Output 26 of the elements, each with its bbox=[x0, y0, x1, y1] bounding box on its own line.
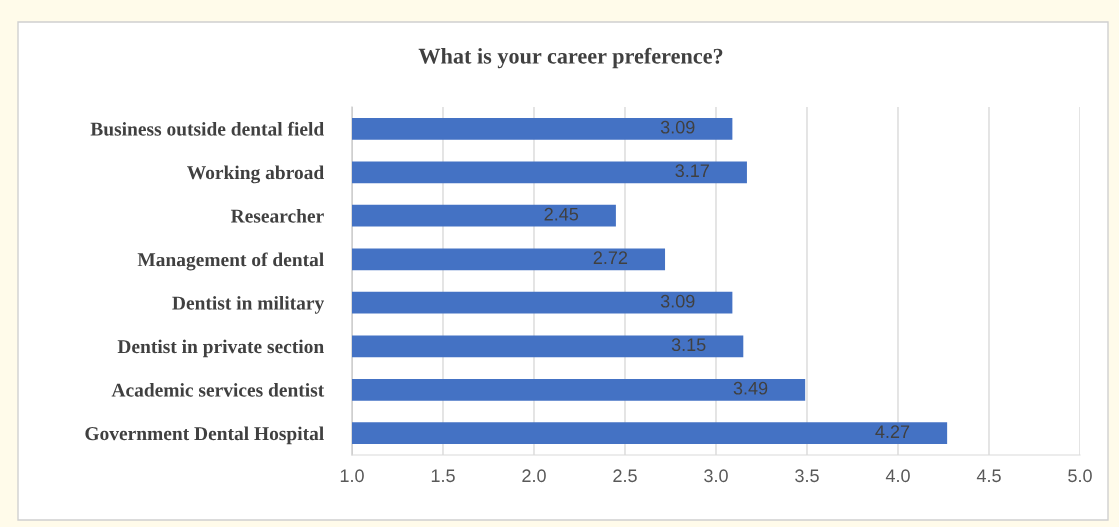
y-tick-label: Academic services dentist bbox=[111, 383, 325, 397]
data-label: 3.09 bbox=[660, 294, 695, 308]
x-tick-label: 3.5 bbox=[795, 469, 819, 483]
y-tick-label: Management of dental bbox=[137, 252, 324, 271]
x-tick-label: 1.5 bbox=[431, 469, 455, 483]
data-label: 2.72 bbox=[593, 251, 628, 264]
y-tick-label: Business outside dental field bbox=[90, 121, 325, 136]
x-tick-label: 2.5 bbox=[613, 469, 637, 483]
x-tick-label: 4.5 bbox=[976, 469, 1001, 483]
data-label: 3.09 bbox=[660, 120, 695, 134]
chart-title: What is your career preference? bbox=[418, 47, 723, 69]
y-tick-label: Dentist in military bbox=[172, 296, 325, 314]
y-tick-label: Dentist in private section bbox=[117, 339, 324, 358]
data-label: 3.15 bbox=[671, 338, 706, 352]
data-label: 3.17 bbox=[675, 164, 709, 178]
x-tick-label: 3.0 bbox=[704, 469, 728, 483]
x-tick-label: 1.0 bbox=[340, 469, 364, 483]
x-tick-label: 5.0 bbox=[1068, 469, 1092, 483]
y-tick-label: Researcher bbox=[230, 209, 324, 223]
data-label: 4.27 bbox=[875, 425, 910, 438]
y-tick-label: Government Dental Hospital bbox=[85, 426, 324, 445]
y-tick-label: Working abroad bbox=[187, 165, 325, 184]
x-tick-label: 2.0 bbox=[522, 469, 546, 483]
data-label: 2.45 bbox=[544, 207, 579, 221]
x-tick-label: 4.0 bbox=[885, 469, 910, 483]
data-label: 3.49 bbox=[733, 381, 768, 395]
